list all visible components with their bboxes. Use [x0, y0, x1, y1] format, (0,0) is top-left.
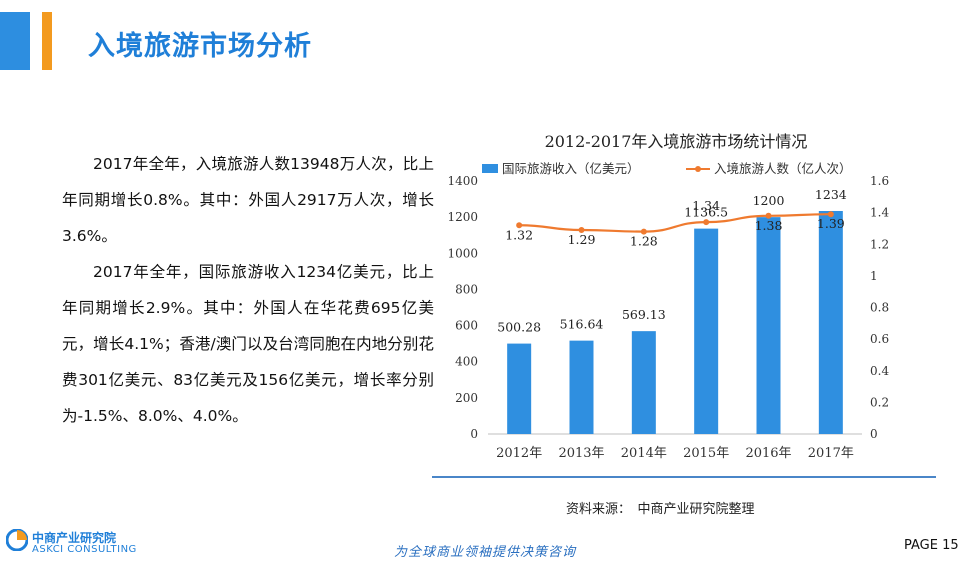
x-tick-label: 2014年: [621, 446, 667, 461]
bar-revenue-2014年: [631, 331, 656, 434]
bar-value-label: 516.64: [560, 317, 604, 332]
y-left-tick-label: 0: [470, 427, 478, 441]
bar-revenue-2013年: [569, 340, 594, 434]
bar-value-label: 1234: [815, 187, 847, 202]
chart-divider: [432, 476, 936, 478]
y-right-tick-label: 1.2: [870, 237, 889, 251]
x-tick-label: 2015年: [683, 446, 729, 461]
legend-marker-visitors: [695, 166, 701, 172]
paragraph-visitors: 2017年全年，入境旅游人数13948万人次，比上年同期增长0.8%。其中：外国…: [62, 155, 434, 245]
y-left-tick-label: 1400: [447, 174, 478, 188]
bar-revenue-2015年: [694, 228, 719, 434]
y-right-tick-label: 1.6: [870, 174, 889, 188]
combo-chart: 国际旅游收入（亿美元） 入境旅游人数（亿人次） 0 200 400 600 800 1000 1…: [447, 161, 889, 461]
y-right-tick-label: 0: [870, 427, 878, 441]
y-left-tick-label: 400: [455, 355, 478, 369]
line-value-label: 1.28: [630, 234, 658, 249]
line-value-label: 1.39: [817, 216, 845, 231]
y-right-tick-label: 0.8: [870, 301, 889, 315]
y-right-tick-label: 0.2: [870, 395, 889, 409]
x-tick-label: 2017年: [808, 446, 854, 461]
company-logo: 中商产业研究院 ASKCI CONSULTING: [6, 529, 146, 559]
y-right-tick-label: 0.6: [870, 332, 889, 346]
y-left-tick-label: 1200: [447, 210, 478, 224]
legend-swatch-revenue: [482, 164, 498, 173]
logo-text-en: ASKCI CONSULTING: [32, 544, 137, 555]
chart-title: 2012-2017年入境旅游市场统计情况: [544, 132, 808, 151]
x-tick-label: 2013年: [558, 446, 604, 461]
y-right-tick-label: 1.4: [870, 206, 889, 220]
y-left-tick-label: 1000: [447, 246, 478, 260]
y-left-tick-label: 800: [455, 282, 478, 296]
page-title: 入境旅游市场分析: [88, 31, 312, 62]
line-value-label: 1.38: [755, 218, 783, 233]
point-visitors-2017年: [827, 211, 834, 218]
y-right-tick-label: 1: [870, 269, 878, 283]
bar-revenue-2017年: [818, 210, 843, 434]
legend-label-visitors: 入境旅游人数（亿人次）: [714, 161, 852, 176]
accent-bar-blue: [0, 12, 30, 70]
y-left-tick-label: 200: [455, 391, 478, 405]
paragraph-revenue: 2017年全年，国际旅游收入1234亿美元，比上年同期增长2.9%。其中：外国人…: [62, 263, 434, 425]
point-visitors-2016年: [765, 212, 772, 219]
line-value-label: 1.32: [505, 227, 533, 242]
body-text: 2017年全年，入境旅游人数13948万人次，比上年同期增长0.8%。其中：外国…: [62, 146, 434, 434]
y-right-tick-label: 0.4: [870, 364, 889, 378]
line-visitors: [519, 213, 831, 233]
point-visitors-2012年: [516, 222, 523, 229]
bar-revenue-2016年: [756, 217, 781, 434]
bar-value-label: 1200: [753, 193, 785, 208]
point-visitors-2015年: [703, 219, 710, 226]
footer-slogan: 为全球商业领袖提供决策咨询: [394, 545, 577, 560]
bar-value-label: 1136.5: [684, 205, 728, 220]
logo-text-cn: 中商产业研究院: [32, 531, 117, 545]
x-tick-label: 2016年: [745, 446, 791, 461]
bar-value-label: 569.13: [622, 307, 666, 322]
point-visitors-2014年: [640, 228, 647, 235]
line-value-label: 1.29: [568, 232, 596, 247]
source-note: 资料来源： 中商产业研究院整理: [566, 502, 755, 517]
point-visitors-2013年: [578, 227, 585, 234]
bar-value-label: 500.28: [497, 320, 541, 335]
page-number: PAGE 15: [904, 538, 959, 553]
legend-label-revenue: 国际旅游收入（亿美元）: [502, 161, 640, 176]
line-value-label: 1.34: [692, 198, 720, 213]
y-left-tick-label: 600: [455, 319, 478, 333]
bar-revenue-2012年: [507, 343, 532, 434]
logo-icon: [6, 529, 28, 551]
accent-bar-orange: [42, 12, 52, 70]
x-tick-label: 2012年: [496, 446, 542, 461]
